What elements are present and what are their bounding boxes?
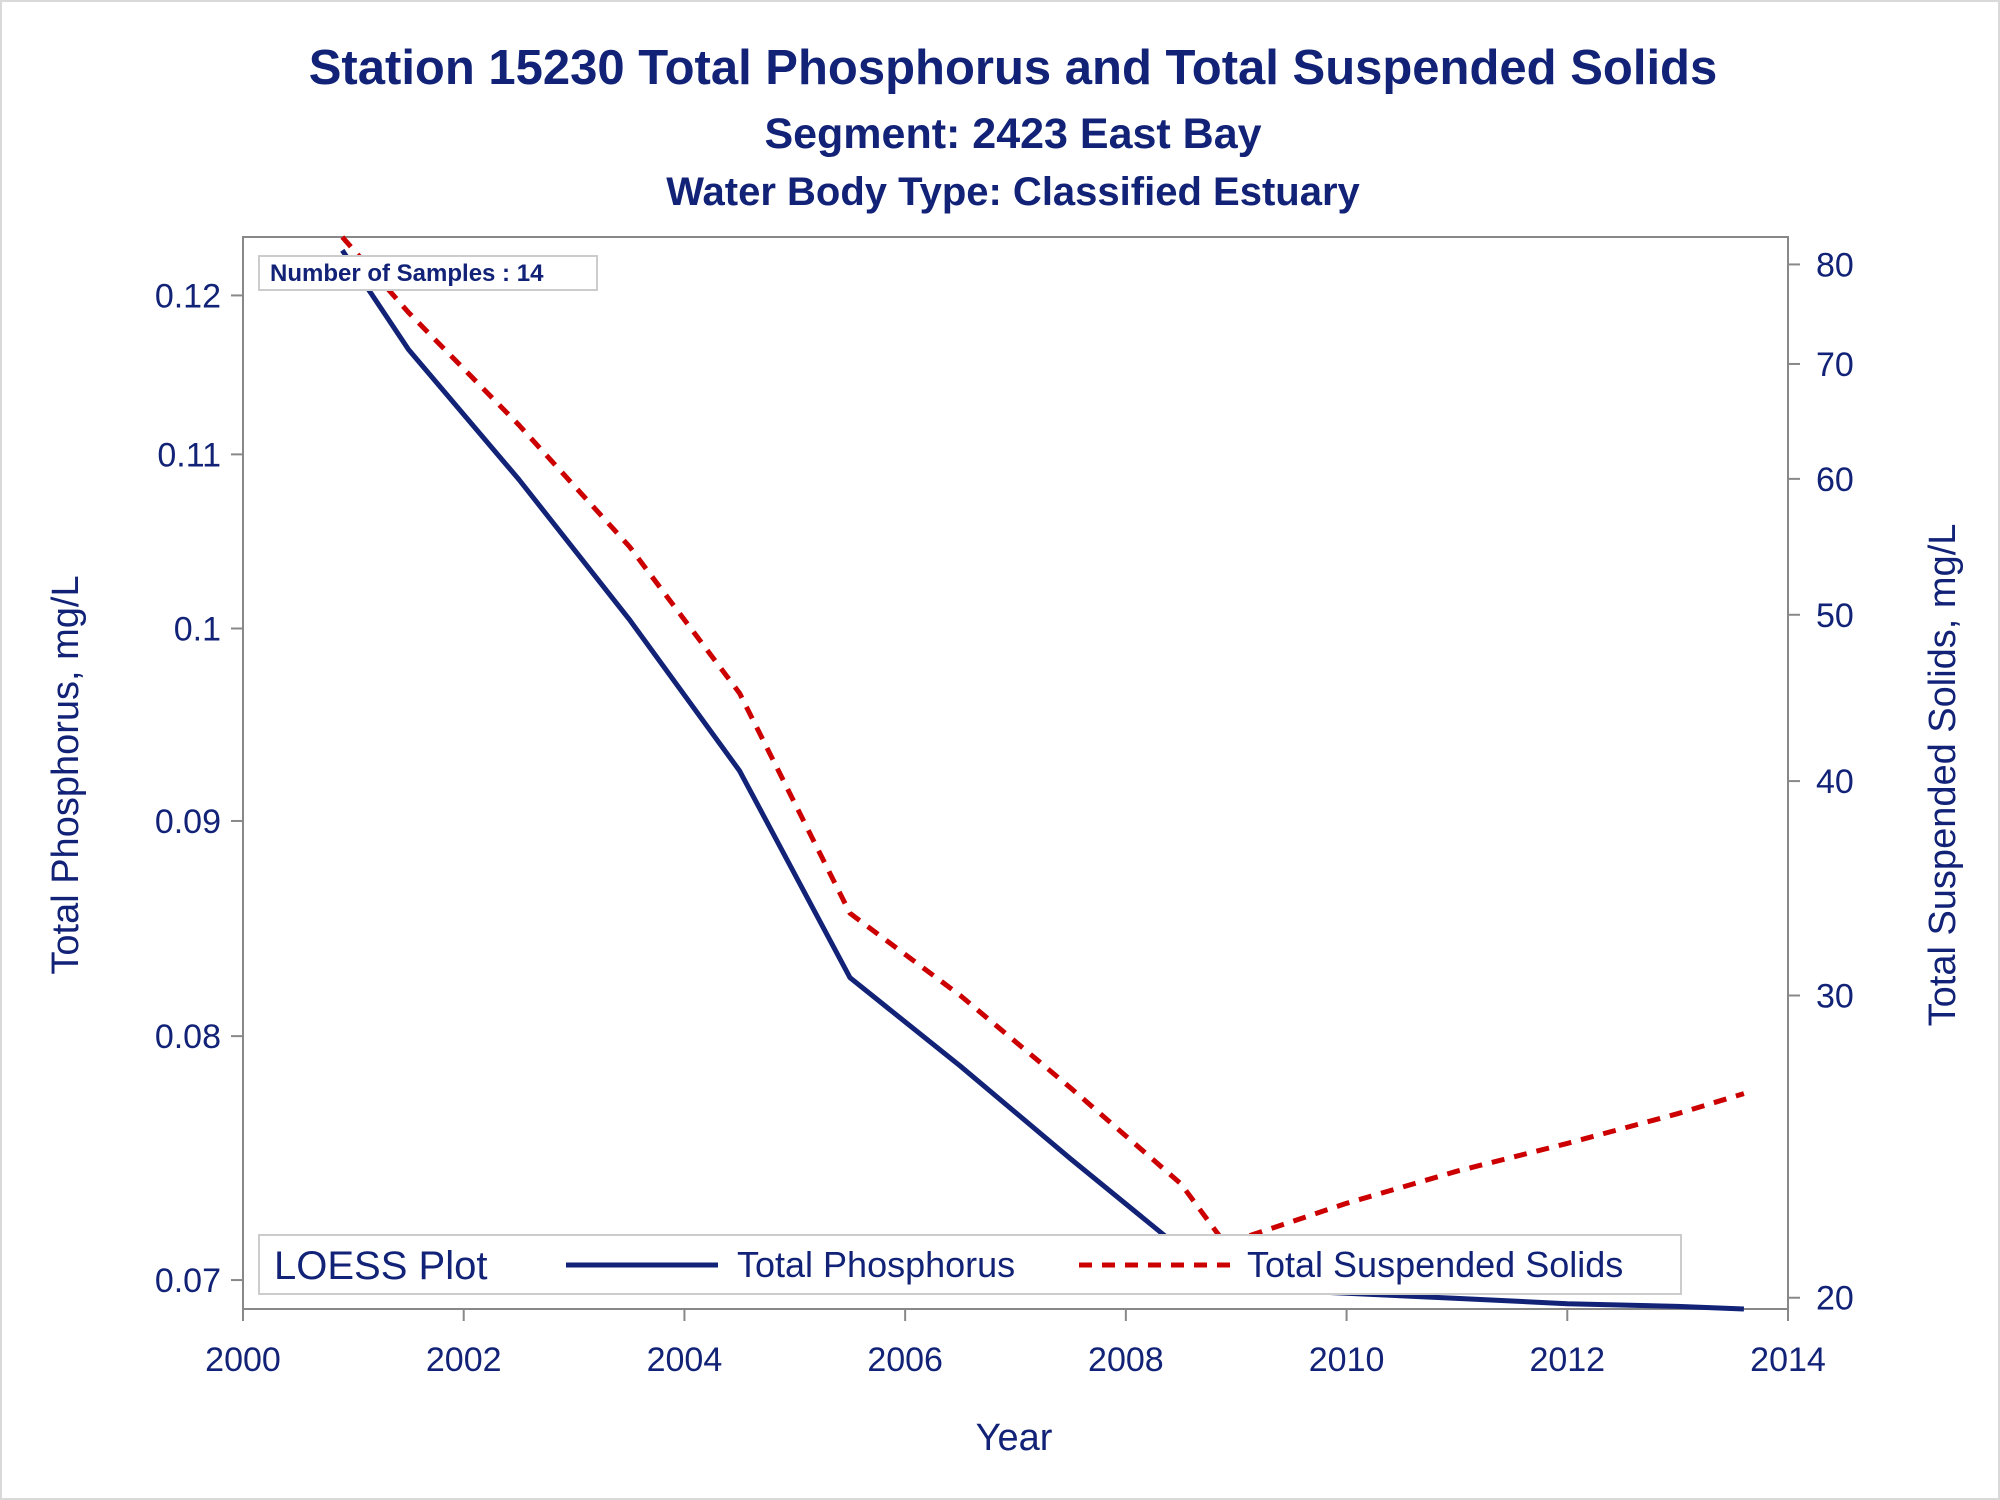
y-right-tick-label: 70 [1816,346,1854,384]
sample-count-box [258,255,598,291]
y-right-tick-label: 30 [1816,978,1854,1016]
y-right-tick-label: 80 [1816,246,1854,284]
x-tick-label: 2004 [647,1341,723,1379]
series-layer [340,235,1745,1312]
y-left-tick-label: 0.1 [174,610,221,648]
y-left-tick-label: 0.09 [155,803,221,841]
x-tick-label: 2012 [1529,1341,1605,1379]
y-axis-label-right: Total Suspended Solids, mg/L [1922,524,1964,1027]
chart-subtitle: Segment: 2423 East Bay [764,110,1261,158]
x-axis: 2000 2002 2004 2006 2008 2010 2012 2014 [205,1309,1826,1379]
y-axis-left: 0.07 0.08 0.09 0.1 0.11 0.12 [155,277,243,1300]
legend-title: LOESS Plot [274,1244,487,1288]
y-right-tick-label: 50 [1816,597,1854,635]
plot-area [242,236,1789,1310]
sample-count-text: Number of Samples : 14 [270,260,544,287]
chart-subtitle-2: Water Body Type: Classified Estuary [666,170,1360,214]
x-tick-label: 2014 [1750,1341,1826,1379]
chart-title: Station 15230 Total Phosphorus and Total… [309,41,1718,95]
x-axis-label: Year [976,1417,1053,1459]
y-right-tick-label: 20 [1816,1280,1854,1318]
series-line-tss [340,235,1745,1247]
y-left-tick-label: 0.07 [155,1262,221,1300]
legend-label-tss: Total Suspended Solids [1247,1244,1623,1285]
y-right-tick-label: 60 [1816,461,1854,499]
x-tick-label: 2006 [867,1341,943,1379]
x-tick-label: 2010 [1309,1341,1385,1379]
legend [258,1234,1682,1295]
y-left-tick-label: 0.12 [155,277,221,315]
legend-label-phosphorus: Total Phosphorus [737,1244,1015,1285]
x-tick-label: 2002 [426,1341,502,1379]
y-axis-right: 20 30 40 50 60 70 80 [1788,246,1854,1318]
y-right-tick-label: 40 [1816,763,1854,801]
series-line-phosphorus [340,248,1744,1312]
y-left-tick-label: 0.11 [157,436,221,474]
x-tick-label: 2000 [205,1341,281,1379]
y-axis-label-left: Total Phosphorus, mg/L [45,575,87,974]
x-tick-label: 2008 [1088,1341,1164,1379]
y-left-tick-label: 0.08 [155,1018,221,1056]
